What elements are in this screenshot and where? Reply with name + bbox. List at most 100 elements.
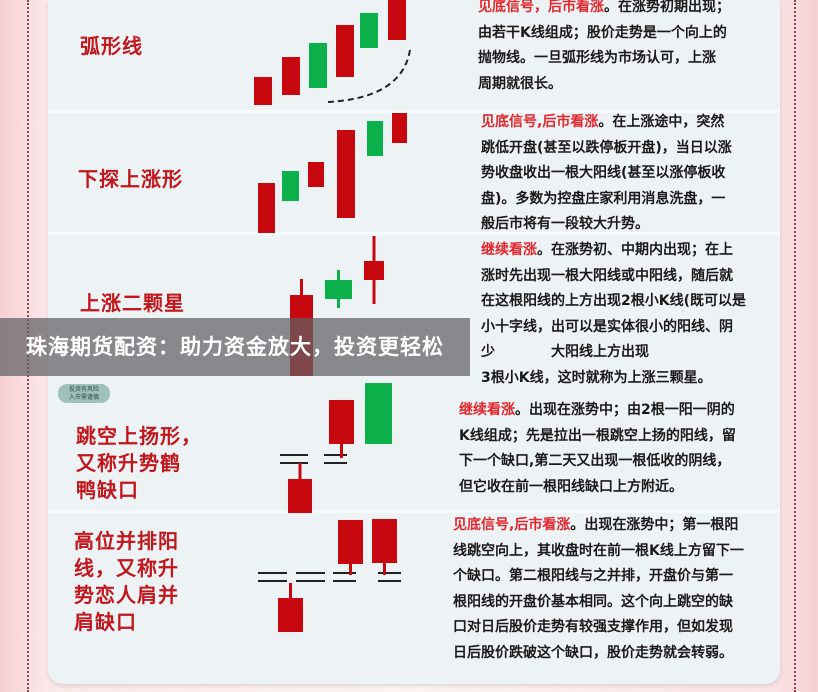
green-candle	[365, 383, 392, 444]
red-candle	[288, 479, 312, 513]
description-text: 线跳空向上，其收盘时在前一根K线上方留下一	[453, 542, 744, 559]
green-candle	[309, 43, 327, 88]
description-line: 继续看涨。出现在涨势中；由2根一阳一阴的	[459, 398, 736, 424]
pattern-name: 高位并排阳线，又称升势恋人肩并肩缺口	[74, 528, 179, 636]
description-text: 抛物线。一旦弧形线为市场认可，上涨	[478, 50, 716, 66]
description-text: 跳低开盘(甚至以跌停板开盘)，当日以涨	[481, 139, 732, 156]
arc-curve	[327, 49, 411, 103]
signal-label: 继续看涨	[481, 242, 537, 258]
risk-badge: 投资有风险 入市需谨慎	[58, 384, 110, 403]
description-text: 。在涨势初期出现；	[604, 0, 730, 15]
description-text: 。在上涨途中，突然	[598, 114, 725, 130]
description-line: 但它收在前一根阳线缺口上方附近。	[459, 475, 736, 501]
description-text: 周期就很长。	[478, 75, 562, 92]
description-text: 3根小K线，这时就称为上涨三颗星。	[481, 369, 712, 386]
description-line: 根阳线的开盘价基本相同。这个向上跳空的缺	[453, 590, 744, 616]
pattern-description: 见底信号,后市看涨。在上涨途中，突然跳低开盘(甚至以跌停板开盘)，当日以涨 势收盘…	[481, 110, 732, 238]
description-line: 下一个缺口,第二天又出现一根低收的阴线，	[459, 449, 736, 475]
description-line: 势收盘收出一根大阳线(甚至以涨停板收	[481, 161, 732, 187]
description-text: 由若干K线组成；股价走势是一个向上的	[478, 24, 727, 41]
description-text: 口对日后股价走势有较强支撑作用，但如发现	[453, 619, 733, 635]
description-line: 由若干K线组成；股价走势是一个向上的	[478, 21, 730, 47]
row-divider	[48, 510, 780, 513]
green-candle	[367, 121, 383, 156]
row-divider	[48, 110, 780, 113]
red-candle	[254, 77, 272, 105]
pattern-name-line: 势恋人肩并	[74, 583, 179, 607]
description-text: K线组成；先是拉出一根跳空上扬的阳线，留	[459, 427, 736, 444]
description-text: 少 大阳线上方出现	[481, 344, 649, 360]
pattern-description: 见底信号,后市看涨。出现在涨势中；第一根阳线跳空向上，其收盘时在前一根K线上方留…	[453, 513, 744, 666]
pattern-name-line: 上涨二颗星	[80, 291, 185, 315]
description-text: 。出现在涨势中；由2根一阳一阴的	[515, 402, 735, 418]
description-line: 继续看涨。在涨势初、中期内出现；在上	[481, 238, 746, 264]
pattern-description: 继续看涨。出现在涨势中；由2根一阳一阴的 K线组成；先是拉出一根跳空上扬的阳线，留…	[459, 398, 736, 500]
description-line: 见底信号，后市看涨。在涨势初期出现；	[478, 0, 730, 21]
description-line: 抛物线。一旦弧形线为市场认可，上涨	[478, 46, 730, 72]
description-line: 周期就很长。	[478, 72, 730, 98]
pattern-name: 弧形线	[80, 33, 143, 60]
red-candle	[392, 113, 407, 143]
red-candle	[336, 25, 354, 77]
pattern-description: 见底信号，后市看涨。在涨势初期出现； 由若干K线组成；股价走势是一个向上的 抛物线。…	[478, 0, 730, 97]
green-candle	[360, 13, 378, 48]
description-text: 个缺口。第二根阳线与之并排，开盘价与第一	[453, 568, 733, 584]
description-text: 但它收在前一根阳线缺口上方附近。	[459, 478, 683, 495]
green-candle	[282, 171, 299, 201]
row-divider	[48, 232, 780, 235]
red-candle	[388, 0, 406, 40]
description-line: 在这根阳线的上方出现2根小K线(既可以是	[481, 289, 746, 315]
pattern-name-line: 又称升势鹤	[76, 451, 181, 475]
signal-label: 见底信号,后市看涨	[481, 114, 599, 130]
description-line: 跳低开盘(甚至以跌停板开盘)，当日以涨	[481, 136, 732, 162]
description-line: 少 大阳线上方出现	[481, 340, 746, 366]
right-dotted-border	[794, 0, 796, 692]
description-text: 根阳线的开盘价基本相同。这个向上跳空的缺	[453, 593, 733, 610]
description-text: 下一个缺口,第二天又出现一根低收的阴线，	[459, 453, 731, 469]
red-candle	[308, 162, 324, 187]
description-line: 口对日后股价走势有较强支撑作用，但如发现	[453, 615, 744, 641]
pattern-name: 跳空上扬形， 又称升势鹤鸭缺口	[76, 423, 202, 504]
red-candle	[258, 183, 275, 233]
pattern-name-line: 高位并排阳	[74, 529, 179, 553]
description-text: 在这根阳线的上方出现2根小K线(既可以是	[481, 293, 746, 309]
description-line: 见底信号,后市看涨。出现在涨势中；第一根阳	[453, 513, 744, 539]
red-candle	[337, 130, 355, 218]
pattern-description: 继续看涨。在涨势初、中期内出现；在上涨时先出现一根大阳线或中阳线，随后就 在这根阳…	[481, 238, 746, 391]
description-text: 。出现在涨势中；第一根阳	[570, 517, 739, 533]
pattern-name-line: 线，又称升	[74, 556, 179, 580]
badge-line: 入市需谨慎	[68, 394, 99, 401]
description-text: 势收盘收出一根大阳线(甚至以涨停板收	[481, 165, 726, 181]
pattern-name-line: 下探上涨形	[78, 167, 183, 191]
description-line: 个缺口。第二根阳线与之并排，开盘价与第一	[453, 564, 744, 590]
red-candle	[329, 400, 354, 444]
description-line: 3根小K线，这时就称为上涨三颗星。	[481, 366, 746, 392]
description-text: 涨时先出现一根大阳线或中阳线，随后就	[481, 267, 733, 284]
red-candle	[364, 261, 384, 280]
pattern-name-line: 弧形线	[80, 34, 143, 58]
signal-label: 见底信号，后市看涨	[478, 0, 604, 15]
pattern-name-line: 鸭缺口	[76, 478, 139, 502]
description-line: 涨时先出现一根大阳线或中阳线，随后就	[481, 264, 746, 290]
signal-label: 见底信号,后市看涨	[453, 517, 571, 533]
pattern-name-line: 跳空上扬形，	[76, 424, 202, 448]
green-candle	[325, 280, 352, 299]
overlay-banner: 珠海期货配资：助力资金放大，投资更轻松	[0, 318, 470, 376]
red-candle	[278, 598, 303, 632]
description-line: 见底信号,后市看涨。在上涨途中，突然	[481, 110, 732, 136]
description-text: 盘)。多数为控盘庄家利用消息洗盘，一	[481, 190, 726, 207]
badge-line: 投资有风险	[68, 386, 99, 393]
description-text: 般后市将有一段较大升势。	[481, 216, 649, 232]
description-line: K线组成；先是拉出一根跳空上扬的阳线，留	[459, 424, 736, 450]
description-text: 日后股价跌破这个缺口，股价走势就会转弱。	[453, 644, 733, 661]
description-line: 线跳空向上，其收盘时在前一根K线上方留下一	[453, 539, 744, 565]
description-line: 般后市将有一段较大升势。	[481, 212, 732, 238]
description-line: 盘)。多数为控盘庄家利用消息洗盘，一	[481, 187, 732, 213]
signal-label: 继续看涨	[459, 402, 515, 418]
red-candle	[372, 519, 397, 563]
pattern-name: 下探上涨形	[78, 166, 183, 193]
pattern-name-line: 肩缺口	[74, 610, 137, 634]
pattern-name: 上涨二颗星	[80, 290, 185, 317]
description-text: 。在涨势初、中期内出现；在上	[537, 242, 733, 258]
